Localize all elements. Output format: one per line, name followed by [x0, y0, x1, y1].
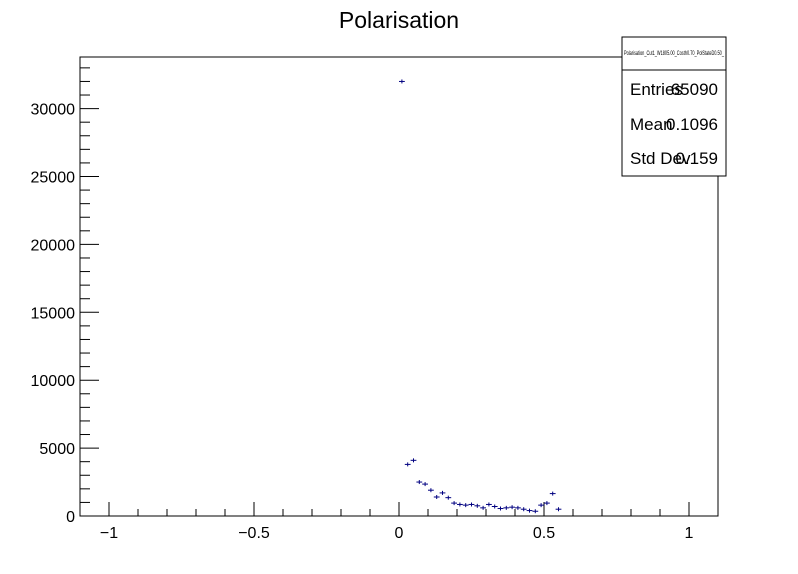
data-point	[410, 458, 417, 463]
data-point	[509, 505, 515, 510]
stats-stddev-value: 0.159	[675, 149, 718, 168]
stats-mean-value: 0.1096	[666, 115, 718, 134]
data-point	[474, 503, 481, 508]
data-point	[515, 505, 521, 510]
stats-histogram-name: Polarisation_Cut1_W1805.00_Costh0.70_Pol…	[624, 51, 724, 57]
data-point	[520, 507, 527, 512]
data-point	[439, 490, 446, 495]
data-point	[428, 488, 434, 493]
stats-mean-label: Mean	[630, 115, 673, 134]
data-point	[526, 508, 533, 513]
y-tick-label: 0	[66, 509, 75, 526]
data-point	[532, 509, 539, 514]
data-point	[480, 505, 486, 510]
data-point	[416, 480, 423, 485]
x-tick-label: −0.5	[238, 525, 270, 542]
data-point	[433, 494, 440, 499]
data-point	[486, 502, 492, 507]
y-tick-label: 5000	[39, 441, 75, 458]
data-point	[491, 504, 498, 509]
data-point	[549, 491, 556, 496]
data-point	[503, 505, 510, 510]
stats-box: Polarisation_Cut1_W1805.00_Costh0.70_Pol…	[621, 36, 727, 177]
stats-entries-label: Entries	[630, 80, 683, 99]
data-markers	[399, 79, 562, 514]
x-tick-label: 1	[685, 525, 694, 542]
stats-stddev-label: Std Dev	[630, 149, 691, 168]
data-point	[422, 482, 428, 487]
data-point	[497, 506, 504, 511]
y-tick-label: 20000	[31, 237, 76, 254]
data-point	[445, 495, 452, 500]
data-point	[404, 462, 411, 467]
data-point	[544, 501, 550, 506]
y-tick-label: 15000	[31, 305, 76, 322]
data-point	[457, 502, 463, 507]
data-point	[555, 507, 562, 512]
y-tick-label: 25000	[31, 170, 76, 187]
x-tick-label: −1	[100, 525, 118, 542]
data-point	[538, 503, 544, 508]
x-axis: −1 −0.5 0 0.5 1	[79, 502, 719, 542]
stats-box-frame	[621, 36, 727, 177]
y-axis: 0 5000 10000 15000 20000 25000 30000	[31, 67, 99, 526]
data-point	[399, 79, 405, 84]
x-tick-label: 0	[395, 525, 404, 542]
x-tick-label: 0.5	[533, 525, 555, 542]
data-point	[462, 503, 469, 508]
chart-title: Polarisation	[339, 7, 459, 33]
stats-entries-value: 65090	[671, 80, 718, 99]
data-point	[451, 501, 457, 506]
y-tick-label: 10000	[31, 373, 76, 390]
data-point	[468, 502, 475, 507]
y-tick-label: 30000	[31, 102, 76, 119]
